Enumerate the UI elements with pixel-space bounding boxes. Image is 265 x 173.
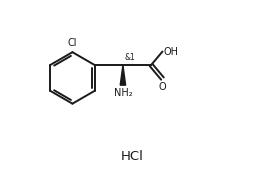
Text: NH₂: NH₂ — [114, 88, 132, 98]
Text: Cl: Cl — [68, 38, 77, 48]
Text: O: O — [159, 81, 166, 92]
Text: &1: &1 — [124, 53, 135, 62]
Polygon shape — [120, 65, 126, 85]
Text: HCl: HCl — [121, 150, 144, 163]
Text: OH: OH — [164, 47, 179, 57]
